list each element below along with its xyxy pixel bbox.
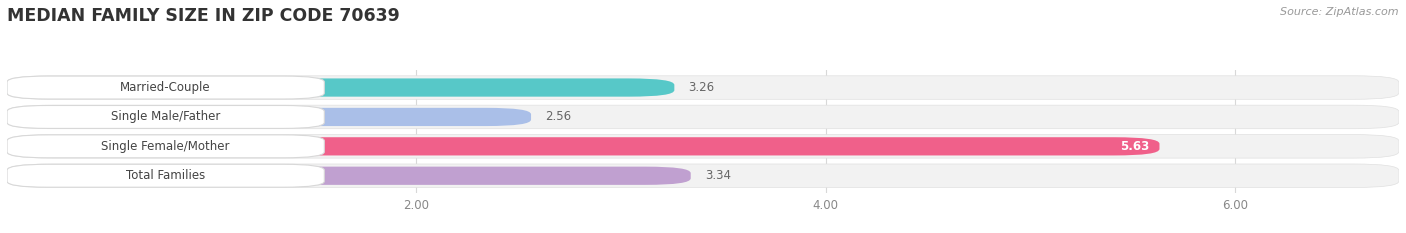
Text: Source: ZipAtlas.com: Source: ZipAtlas.com [1281,7,1399,17]
FancyBboxPatch shape [7,135,325,158]
FancyBboxPatch shape [7,76,325,99]
Text: 3.26: 3.26 [689,81,714,94]
FancyBboxPatch shape [7,164,1399,188]
FancyBboxPatch shape [7,105,1399,129]
Text: 5.63: 5.63 [1121,140,1149,153]
FancyBboxPatch shape [7,79,675,97]
FancyBboxPatch shape [7,167,690,185]
FancyBboxPatch shape [7,135,1399,158]
Text: Total Families: Total Families [127,169,205,182]
FancyBboxPatch shape [7,76,1399,99]
Text: 2.56: 2.56 [546,110,571,123]
FancyBboxPatch shape [7,106,325,128]
FancyBboxPatch shape [7,108,531,126]
FancyBboxPatch shape [7,137,1160,155]
Text: MEDIAN FAMILY SIZE IN ZIP CODE 70639: MEDIAN FAMILY SIZE IN ZIP CODE 70639 [7,7,399,25]
Text: 3.34: 3.34 [704,169,731,182]
Text: Single Male/Father: Single Male/Father [111,110,221,123]
FancyBboxPatch shape [7,164,325,187]
Text: Single Female/Mother: Single Female/Mother [101,140,231,153]
Text: Married-Couple: Married-Couple [121,81,211,94]
